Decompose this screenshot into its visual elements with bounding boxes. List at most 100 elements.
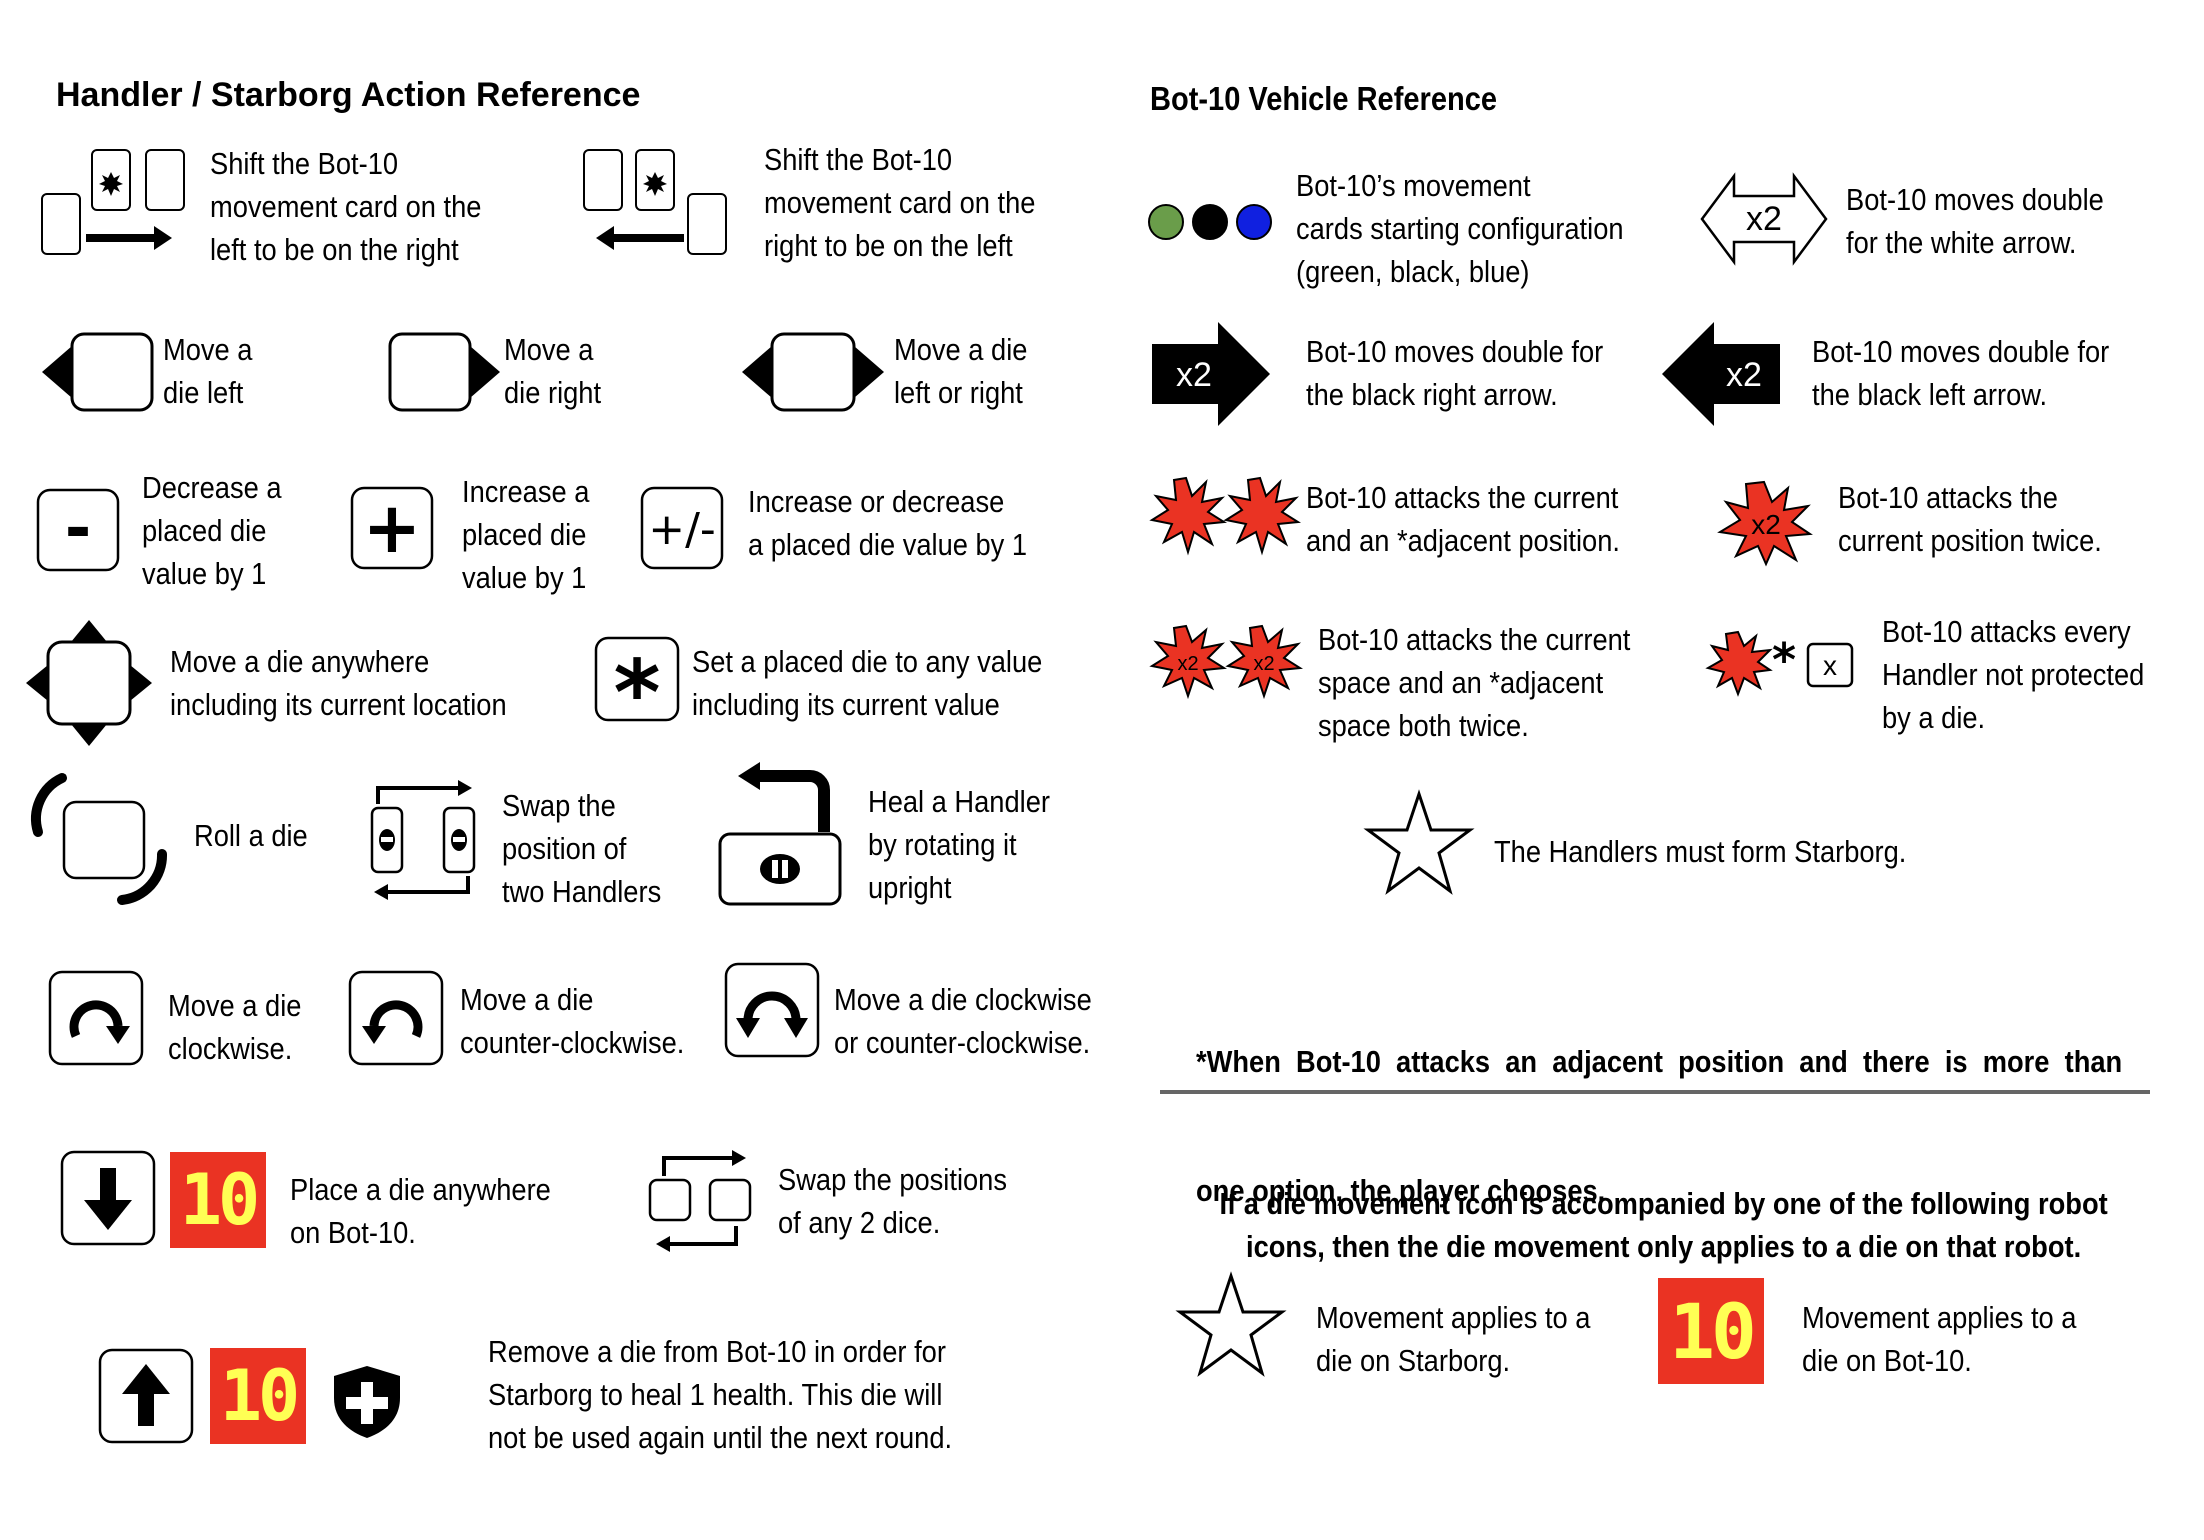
text-line: and an *adjacent position.	[1306, 523, 1620, 558]
move-left-right-icon	[742, 332, 884, 412]
text-line: Bot-10 attacks the	[1838, 480, 2058, 515]
text-line: Increase a	[462, 474, 590, 509]
text-line: Swap the positions	[778, 1162, 1007, 1197]
attack-burst-icon	[1149, 476, 1228, 556]
attack-label: x2	[1253, 653, 1274, 675]
text-line: placed die	[462, 517, 587, 552]
text-line: Remove a die from Bot-10 in order for	[488, 1334, 946, 1369]
text-line: value by 1	[142, 556, 267, 591]
swap-handlers-text: Swap the position of two Handlers	[502, 784, 661, 913]
text-line: including its current location	[170, 687, 507, 722]
remove-die-up-arrow-icon	[98, 1348, 194, 1444]
text-line: *When Bot-10 attacks an adjacent positio…	[1196, 1044, 2123, 1079]
starborg-text: The Handlers must form Starborg.	[1494, 834, 1907, 869]
attack-label: x2	[1177, 653, 1198, 675]
text-line: the black right arrow.	[1306, 377, 1558, 412]
shift-card-right-icon	[41, 149, 185, 255]
text-line: value by 1	[462, 560, 587, 595]
text-line: for the white arrow.	[1846, 225, 2077, 260]
bot10-badge-text: 10	[1669, 1286, 1756, 1376]
decrease-text: Decrease a placed die value by 1	[142, 466, 282, 595]
bot10-badge-text: 10	[179, 1159, 260, 1241]
text-line: on Bot-10.	[290, 1215, 416, 1250]
right-section-title: Bot-10 Vehicle Reference	[1150, 80, 1498, 117]
set-any-value-icon: *	[594, 636, 680, 746]
text-line: Set a placed die to any value	[692, 644, 1043, 679]
arrow-label: x2	[1726, 356, 1762, 394]
text-line: Decrease a	[142, 470, 282, 505]
clockwise-icon	[48, 970, 144, 1066]
black-right-arrow-icon: x2	[1152, 322, 1270, 426]
text-line: left or right	[894, 375, 1023, 410]
text-line: movement card on the	[764, 185, 1036, 220]
text-line: of any 2 dice.	[778, 1205, 941, 1240]
move-clockwise-text: Move a die clockwise.	[168, 984, 301, 1070]
move-anywhere-icon	[26, 620, 152, 746]
swap-dice-text: Swap the positions of any 2 dice.	[778, 1158, 1007, 1244]
arrow-label: x2	[1746, 200, 1782, 238]
shift-right-to-left-text: Shift the Bot-10 movement card on the ri…	[764, 138, 1035, 267]
text-line: placed die	[142, 513, 267, 548]
white-double-arrow-icon: x2	[1700, 172, 1828, 266]
roll-die-icon	[31, 773, 167, 905]
attack-every-text: Bot-10 attacks every Handler not protect…	[1882, 610, 2144, 739]
move-die-left-text: Move a die left	[163, 328, 252, 414]
plus-minus-symbol: +/-	[648, 504, 716, 555]
text-line: including its current value	[692, 687, 1000, 722]
text-line: Move a die anywhere	[170, 644, 430, 679]
move-either-text: Move a die clockwise or counter-clockwis…	[834, 978, 1092, 1064]
text-line: Movement applies to a	[1316, 1300, 1591, 1335]
starting-config-text: Bot-10’s movement cards starting configu…	[1296, 164, 1624, 293]
text-line: (green, black, blue)	[1296, 254, 1530, 289]
divider	[1160, 1090, 2150, 1094]
text-line: or counter-clockwise.	[834, 1025, 1091, 1060]
text-line: cards starting configuration	[1296, 211, 1624, 246]
text-line: Shift the Bot-10	[764, 142, 953, 177]
move-die-left-or-right-text: Move a die left or right	[894, 328, 1027, 414]
black-left-arrow-text: Bot-10 moves double for the black left a…	[1812, 330, 2109, 416]
text-line: Move a	[163, 332, 253, 367]
text-line: upright	[868, 870, 952, 905]
white-arrow-text: Bot-10 moves double for the white arrow.	[1846, 178, 2104, 264]
swap-handlers-icon	[370, 780, 476, 900]
attack-both-twice-text: Bot-10 attacks the current space and an …	[1318, 618, 1630, 747]
asterisk-symbol: *	[1772, 633, 1796, 687]
attack-current-adjacent-text: Bot-10 attacks the current and an *adjac…	[1306, 476, 1620, 562]
text-line: right to be on the left	[764, 228, 1013, 263]
text-line: current position twice.	[1838, 523, 2102, 558]
text-line: If a die movement icon is accompanied by…	[1219, 1186, 2108, 1221]
plus-symbol: +	[363, 487, 422, 569]
set-any-value-text: Set a placed die to any value including …	[692, 640, 1042, 726]
bot10-badge: 10	[170, 1152, 266, 1248]
text-line: Move a die	[894, 332, 1028, 367]
increase-decrease-icon: +/-	[640, 486, 724, 570]
text-line: position of	[502, 831, 627, 866]
double-attack-burst-icon	[1149, 476, 1302, 556]
bot10-badge-text: 10	[219, 1355, 300, 1437]
move-die-right-text: Move a die right	[504, 328, 601, 414]
black-dot	[1192, 204, 1228, 240]
text-line: a placed die value by 1	[748, 527, 1028, 562]
applies-starborg-text: Movement applies to a die on Starborg.	[1316, 1296, 1590, 1382]
text-line: space both twice.	[1318, 708, 1529, 743]
shield-plus-icon	[334, 1366, 400, 1438]
text-line: die right	[504, 375, 602, 410]
black-right-arrow-text: Bot-10 moves double for the black right …	[1306, 330, 1603, 416]
text-line: left to be on the right	[210, 232, 459, 267]
text-line: space and an *adjacent	[1318, 665, 1604, 700]
either-rotation-icon	[724, 962, 820, 1058]
attack-twice-burst-icon: x2	[1717, 480, 1813, 567]
text-line: Shift the Bot-10	[210, 146, 399, 181]
remove-from-bot10-text: Remove a die from Bot-10 in order for St…	[488, 1330, 952, 1459]
text-line: movement card on the	[210, 189, 482, 224]
text-line: clockwise.	[168, 1031, 293, 1066]
text-line: die on Starborg.	[1316, 1343, 1511, 1378]
move-anywhere-text: Move a die anywhere including its curren…	[170, 640, 507, 726]
attack-every-icon: * x	[1705, 630, 1854, 697]
minus-symbol: -	[65, 492, 92, 566]
text-line: Move a	[504, 332, 594, 367]
blue-dot	[1236, 204, 1272, 240]
swap-dice-icon	[648, 1150, 752, 1252]
asterisk-symbol: *	[613, 641, 660, 746]
heal-handler-icon	[718, 762, 842, 906]
